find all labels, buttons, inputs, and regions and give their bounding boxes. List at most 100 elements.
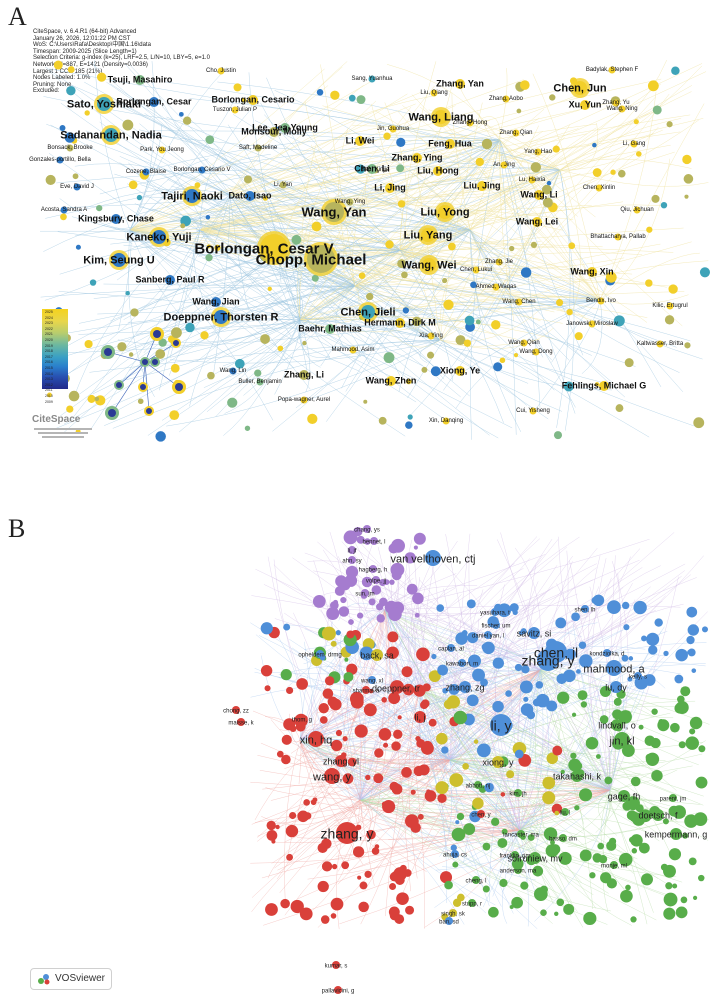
network-node [396, 892, 409, 905]
info-line: Excluded: [33, 88, 60, 95]
network-link [206, 139, 501, 412]
network-node [180, 223, 186, 229]
network-node [68, 390, 80, 402]
network-node [426, 789, 431, 794]
network-node [89, 279, 97, 286]
author-label: Saft, Madeline [239, 145, 278, 151]
network-link [217, 81, 501, 141]
network-link [599, 294, 689, 305]
author-node [346, 198, 354, 206]
network-link [213, 194, 231, 374]
network-node [680, 686, 691, 697]
network-link [559, 85, 693, 171]
network-link [449, 658, 627, 761]
cited-author-label: back, sa [360, 651, 394, 661]
network-node [94, 396, 100, 402]
network-node [453, 710, 468, 725]
network-node [439, 871, 453, 884]
network-link [332, 791, 521, 833]
network-node [405, 421, 413, 429]
cited-author-label: xiong, y [482, 758, 514, 768]
legend-year-tick: 2009 [45, 399, 53, 404]
network-node [583, 911, 597, 926]
network-link [599, 158, 671, 301]
network-node [630, 916, 637, 923]
network-node [686, 606, 698, 618]
network-node [185, 322, 195, 333]
author-label: Dato, Isao [228, 191, 272, 201]
author-node [269, 127, 279, 137]
network-node [497, 838, 508, 849]
cited-author-node [334, 986, 342, 994]
network-node [579, 654, 593, 668]
author-node [66, 144, 74, 152]
cited-author-label: yasuhara, t [480, 610, 510, 616]
network-node [663, 650, 669, 657]
network-link [203, 339, 441, 388]
network-link [141, 136, 501, 173]
network-node [329, 601, 339, 610]
network-node [391, 741, 401, 751]
network-node [357, 875, 362, 880]
author-node [198, 166, 206, 174]
network-node [540, 909, 547, 917]
network-node [592, 168, 602, 177]
network-link [129, 146, 369, 231]
network-link [367, 609, 387, 809]
network-link [359, 799, 545, 901]
network-link [579, 740, 611, 791]
network-link [129, 229, 246, 366]
network-node [359, 646, 374, 661]
author-node [608, 66, 616, 74]
network-node [391, 570, 402, 581]
author-label: Janowski, Miroslaw [566, 321, 618, 327]
network-link [359, 570, 686, 801]
author-label: Baehr, Mathias [298, 324, 362, 334]
cited-author-label: zhang, yl [323, 757, 359, 767]
network-link [181, 245, 356, 287]
network-node [462, 763, 469, 770]
network-node [260, 622, 273, 635]
network-link [129, 229, 603, 248]
network-link [333, 799, 363, 845]
network-link [300, 669, 541, 755]
network-link [250, 829, 521, 864]
network-node [687, 648, 696, 657]
network-node [417, 813, 424, 820]
network-node [321, 838, 332, 849]
network-link [524, 206, 601, 301]
network-node [563, 903, 575, 915]
author-label: Borlongan, Cesar [116, 97, 192, 107]
network-link [519, 829, 632, 926]
network-link [199, 108, 252, 231]
author-label: Zhang, Yu [602, 100, 629, 106]
network-link [419, 536, 580, 691]
author-node [445, 139, 455, 149]
author-node [430, 89, 438, 97]
network-link [399, 61, 437, 251]
year-legend-ticks: 2025 2024 2023 2022 2021 2020 2019 2018 2017 2016… [45, 310, 53, 405]
author-node [165, 275, 175, 285]
network-node [607, 600, 621, 615]
network-link [299, 739, 468, 841]
network-link [94, 60, 131, 231]
author-node [532, 348, 540, 356]
network-link [419, 557, 439, 691]
network-node [520, 628, 527, 635]
network-node [348, 94, 356, 102]
cited-author-label: basso, dm [549, 836, 577, 842]
network-node [543, 827, 558, 841]
network-link [299, 739, 604, 788]
network-node [511, 857, 524, 870]
network-node [520, 80, 530, 90]
network-node [481, 643, 489, 651]
network-link [408, 560, 433, 691]
cited-author-label: van velthoven, ctj [391, 553, 476, 565]
network-link [395, 636, 541, 671]
network-node [533, 887, 548, 902]
network-link [559, 122, 598, 171]
network-node [663, 864, 676, 878]
network-node [420, 700, 429, 710]
network-node [505, 690, 512, 697]
network-link [325, 139, 501, 422]
